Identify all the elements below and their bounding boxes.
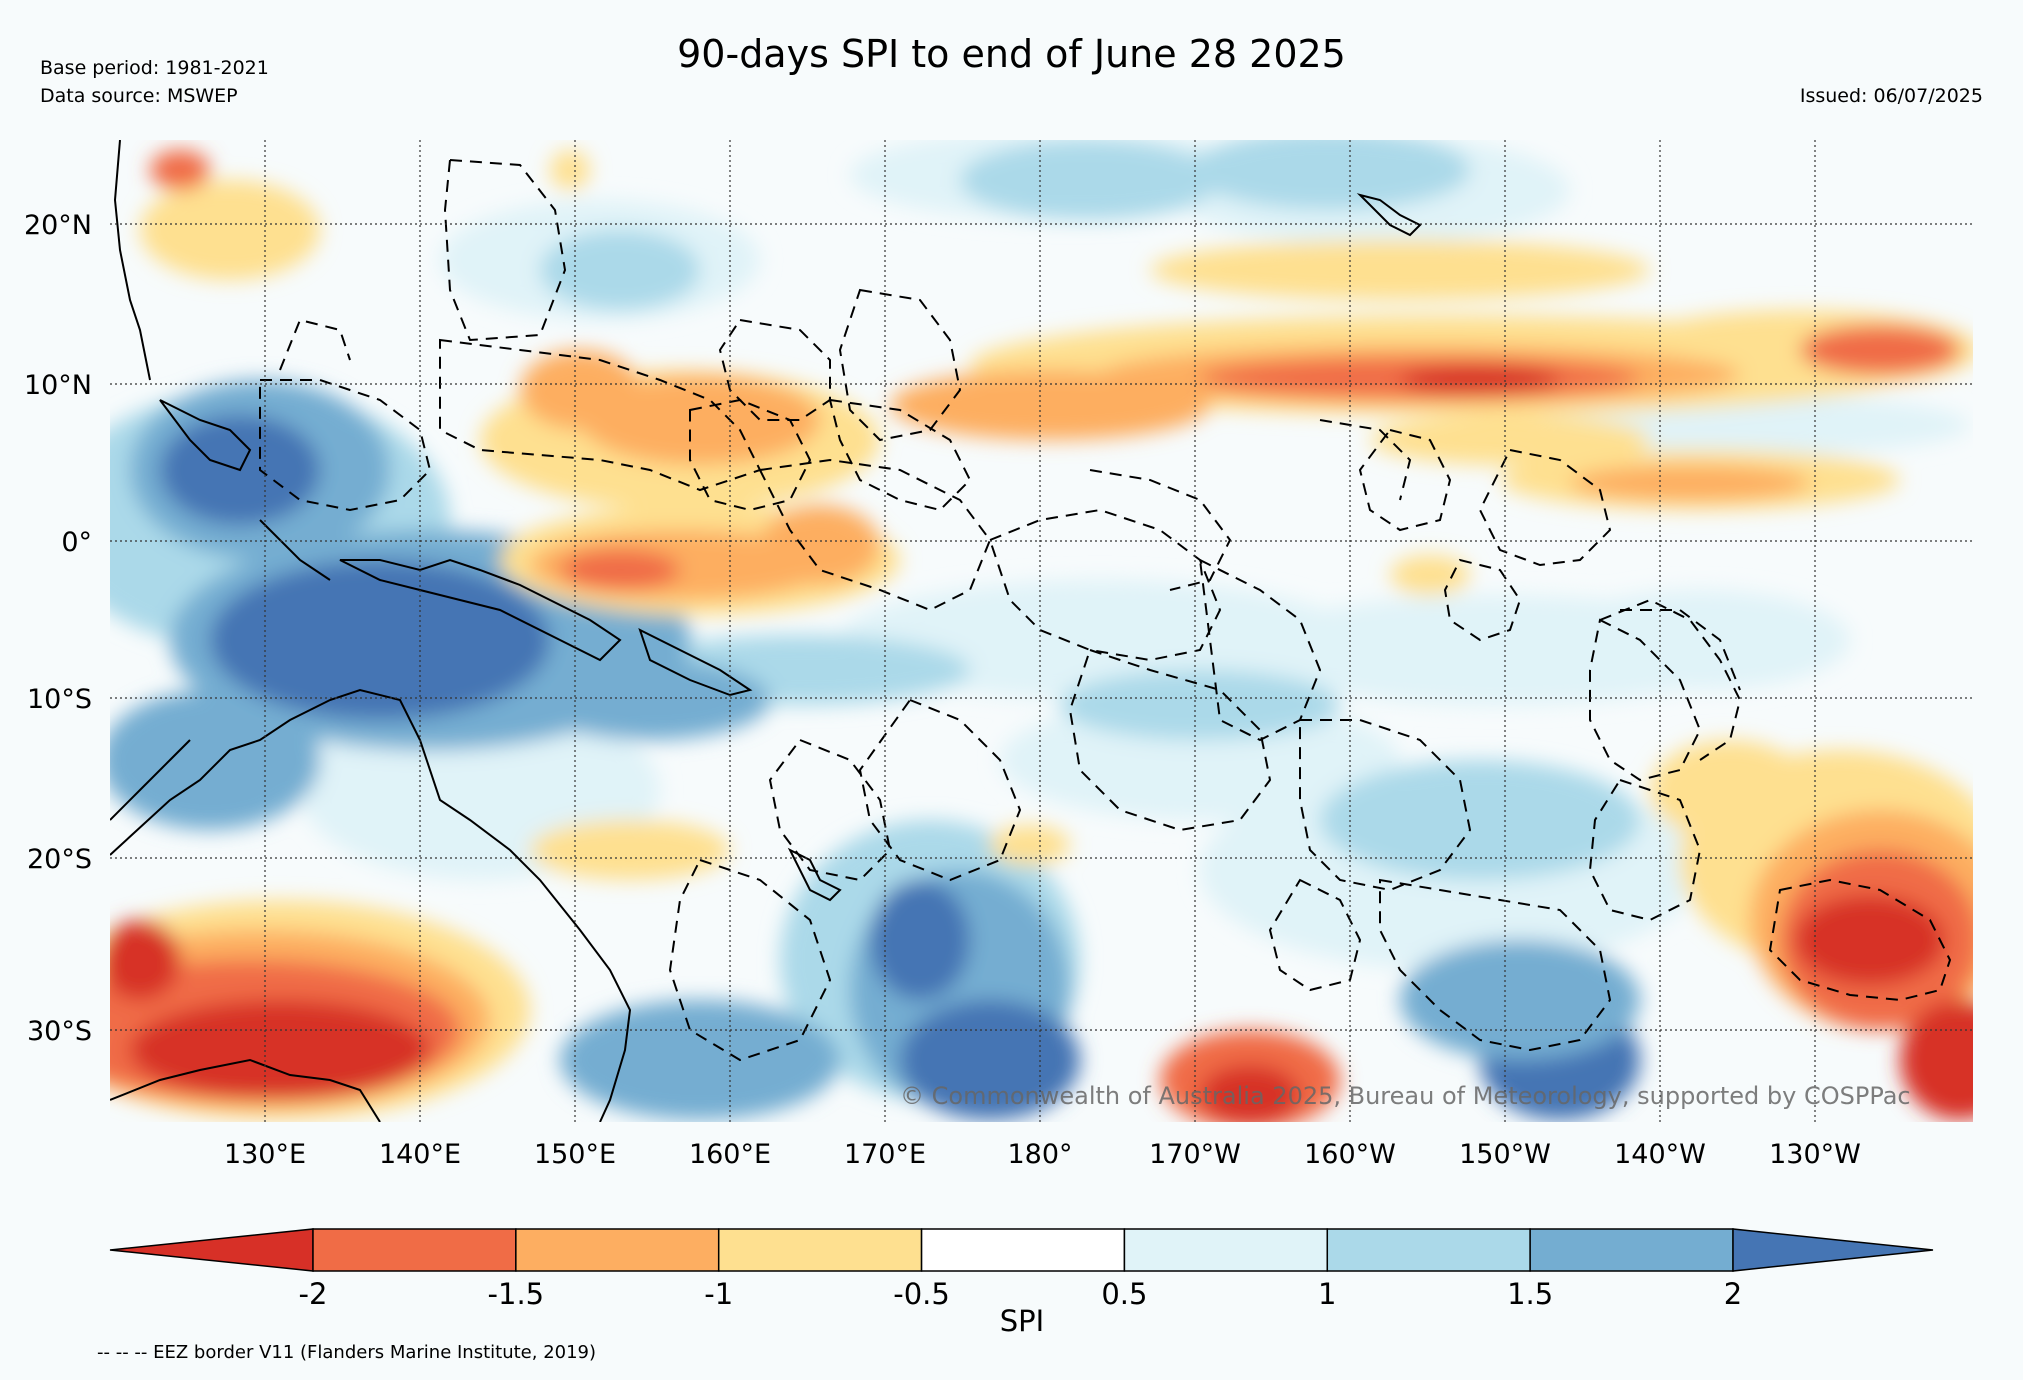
colorbar-extend-high	[1732, 1228, 1934, 1272]
lon-label: 150°W	[1459, 1139, 1551, 1170]
lat-label: 10°N	[24, 370, 92, 401]
colorbar-segment	[1123, 1228, 1329, 1272]
colorbar-segment	[1529, 1228, 1734, 1272]
colorbar-tick: 2	[1724, 1277, 1742, 1311]
colorbar-label: SPI	[1000, 1304, 1044, 1338]
colorbar-tick: 1	[1318, 1277, 1336, 1311]
graticule	[110, 140, 1973, 1122]
colorbar-segment	[1326, 1228, 1531, 1272]
base-period: Base period: 1981-2021	[40, 57, 269, 79]
lon-label: 140°W	[1614, 1139, 1706, 1170]
colorbar-extend-low	[109, 1228, 314, 1272]
colorbar-tick: -2	[299, 1277, 328, 1311]
colorbar-segment	[312, 1228, 517, 1272]
lon-label: 170°W	[1149, 1139, 1241, 1170]
colorbar-tick: 1.5	[1507, 1277, 1553, 1311]
lon-label: 150°E	[534, 1139, 616, 1170]
lat-label: 0°	[61, 527, 92, 558]
coastlines	[110, 140, 1422, 1122]
lon-label: 140°E	[379, 1139, 461, 1170]
colorbar-segment	[717, 1228, 923, 1272]
lon-label: 130°W	[1769, 1139, 1861, 1170]
issued-date: Issued: 06/07/2025	[1799, 85, 1983, 107]
lon-label: 170°E	[844, 1139, 926, 1170]
lat-label: 30°S	[27, 1016, 92, 1047]
eez-footnote: -- -- -- EEZ border V11 (Flanders Marine…	[97, 1342, 597, 1363]
lon-label: 160°W	[1304, 1139, 1396, 1170]
lon-label: 130°E	[224, 1139, 306, 1170]
lon-label: 160°E	[689, 1139, 771, 1170]
data-source: Data source: MSWEP	[40, 85, 238, 107]
eez-borders	[259, 158, 1952, 1062]
lon-label: 180°	[1007, 1139, 1072, 1170]
map-title: 90-days SPI to end of June 28 2025	[677, 32, 1346, 76]
colorbar-tick: 0.5	[1101, 1277, 1147, 1311]
colorbar-tick: -1.5	[488, 1277, 545, 1311]
source-info: Base period: 1981-2021 Data source: MSWE…	[40, 54, 269, 110]
lat-label: 20°N	[24, 210, 92, 241]
lat-label: 20°S	[27, 844, 92, 875]
colorbar-tick: -0.5	[893, 1277, 950, 1311]
spi-field	[110, 140, 1973, 1122]
colorbar-segment	[920, 1228, 1126, 1272]
colorbar-tick: -1	[704, 1277, 733, 1311]
colorbar-segment	[515, 1228, 720, 1272]
colorbar: -2 -1.5 -1 -0.5 0.5 1 1.5 2 SPI	[109, 1228, 1934, 1338]
lat-label: 10°S	[27, 684, 92, 715]
copyright-note: © Commonwealth of Australia 2025, Bureau…	[900, 1082, 1911, 1110]
